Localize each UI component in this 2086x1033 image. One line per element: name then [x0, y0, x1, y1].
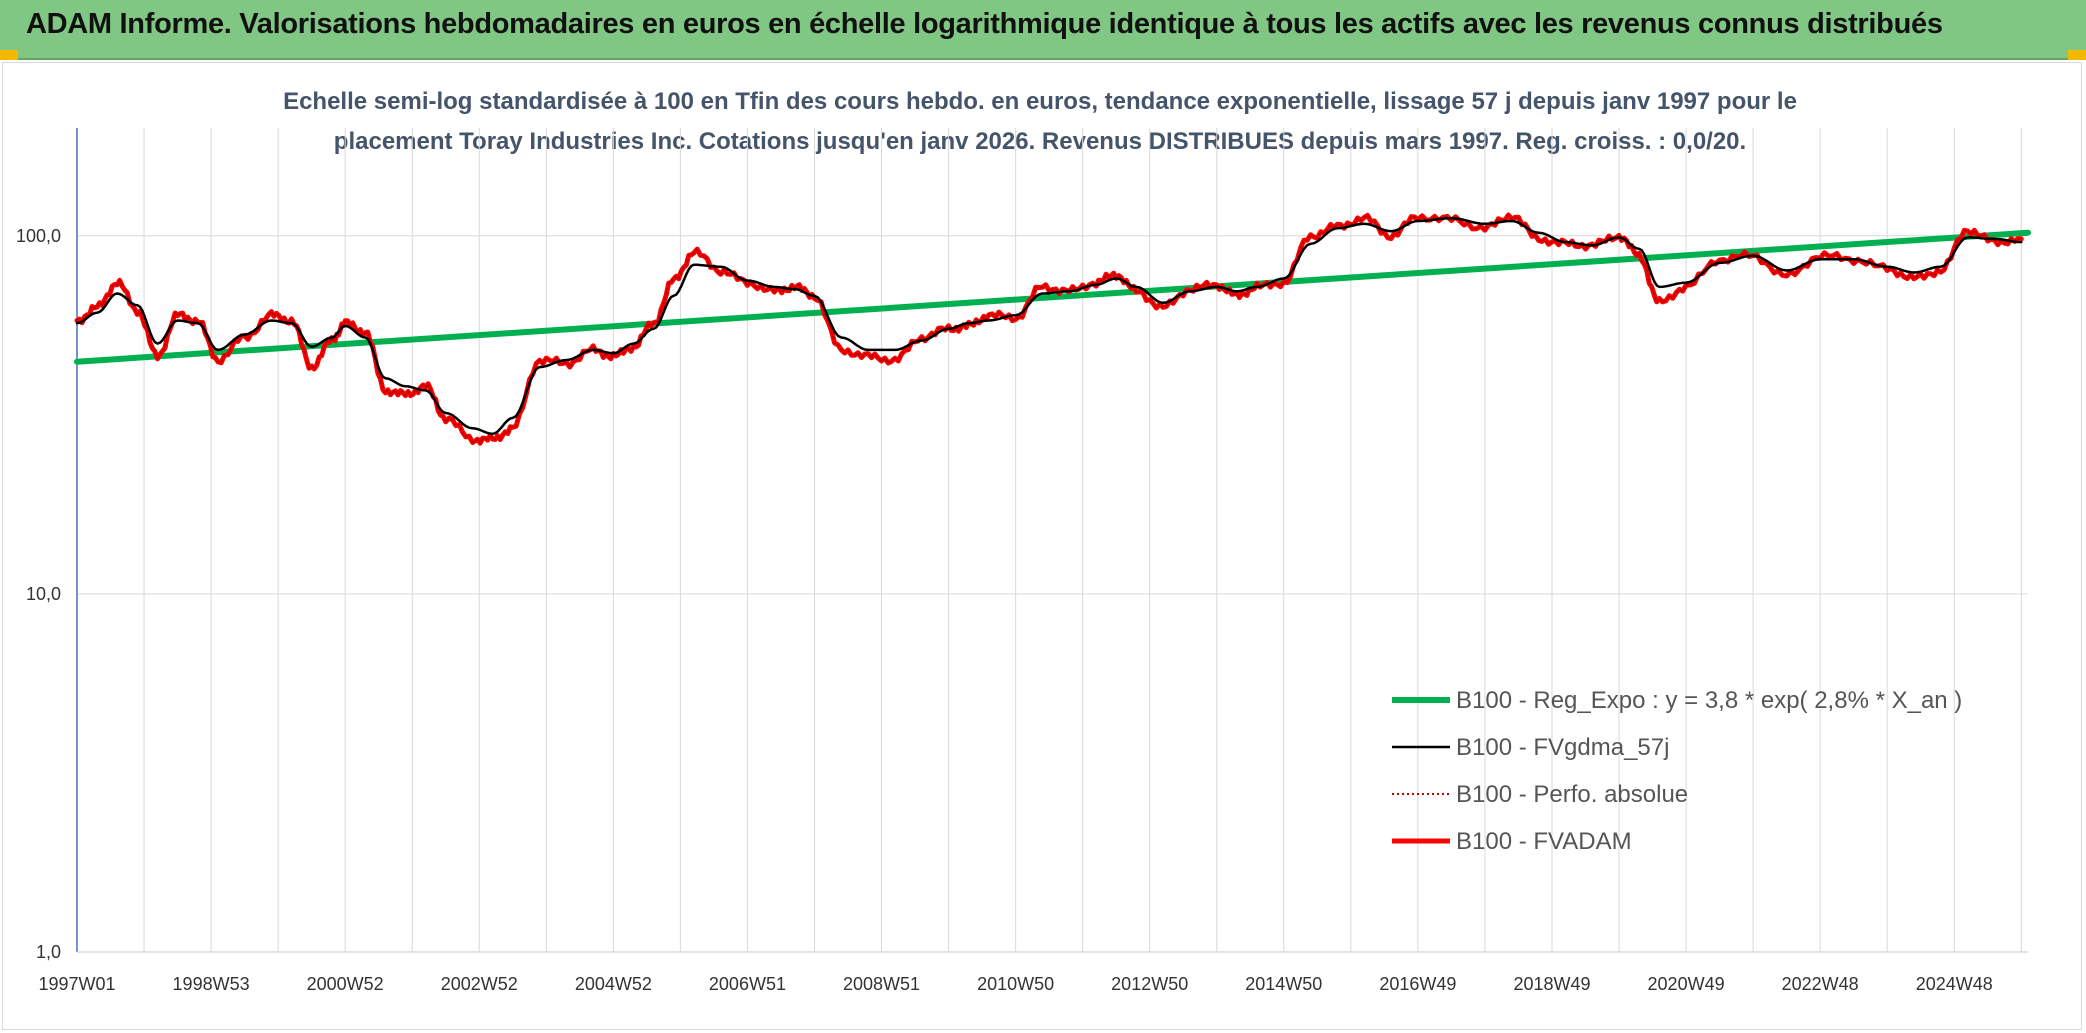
series-layer — [74, 212, 2031, 446]
vertical-gridlines — [143, 128, 2022, 952]
chart-title-line-1: Echelle semi-log standardisée à 100 en T… — [283, 88, 1797, 115]
series-line-smooth — [75, 216, 2023, 436]
x-tick-label: 1998W53 — [173, 974, 250, 994]
series-line-trend — [74, 229, 2031, 365]
legend-label-dotted: B100 - Perfo. absolue — [1456, 781, 1688, 808]
page-title: ADAM Informe. Valorisations hebdomadaire… — [26, 8, 1943, 40]
x-tick-label: 2006W51 — [709, 974, 786, 994]
x-tick-label: 2004W52 — [575, 974, 652, 994]
title-banner: ADAM Informe. Valorisations hebdomadaire… — [0, 0, 2086, 60]
x-tick-label: 2020W49 — [1648, 974, 1725, 994]
corner-accent-right — [2068, 50, 2086, 60]
y-tick-label: 10,0 — [26, 584, 61, 604]
x-tick-label: 2014W50 — [1245, 974, 1322, 994]
legend-label-bold: B100 - FVADAM — [1456, 828, 1632, 855]
x-axis-tick-labels: 1997W01 1998W53 2000W52 2002W52 2004W52 2006W… — [38, 974, 1992, 994]
x-tick-label: 2018W49 — [1513, 974, 1590, 994]
legend-label-smooth: B100 - FVgdma_57j — [1456, 734, 1669, 761]
series-line-bold — [74, 212, 2024, 446]
x-tick-label: 2024W48 — [1916, 974, 1993, 994]
series-line-dotted — [76, 214, 2023, 445]
legend-label-trend: B100 - Reg_Expo : y = 3,8 * exp( 2,8% * … — [1456, 687, 1962, 714]
x-tick-label: 2002W52 — [441, 974, 518, 994]
x-tick-label: 2022W48 — [1782, 974, 1859, 994]
y-tick-label: 100,0 — [16, 226, 61, 246]
corner-accent-left — [0, 50, 18, 60]
x-tick-label: 2016W49 — [1379, 974, 1456, 994]
y-tick-label: 1,0 — [36, 942, 61, 962]
chart-title-line-2: placement Toray Industries Inc. Cotation… — [333, 128, 1747, 155]
y-axis-tick-labels: 1,0 10,0 100,0 — [16, 226, 61, 962]
x-tick-label: 2000W52 — [307, 974, 384, 994]
x-tick-label: 2008W51 — [843, 974, 920, 994]
x-tick-label: 2010W50 — [977, 974, 1054, 994]
x-tick-label: 1997W01 — [38, 974, 115, 994]
horizontal-gridlines — [77, 235, 2028, 595]
x-tick-label: 2012W50 — [1111, 974, 1188, 994]
legend: B100 - Reg_Expo : y = 3,8 * exp( 2,8% * … — [1392, 687, 1962, 855]
chart-frame — [2, 62, 2082, 1030]
